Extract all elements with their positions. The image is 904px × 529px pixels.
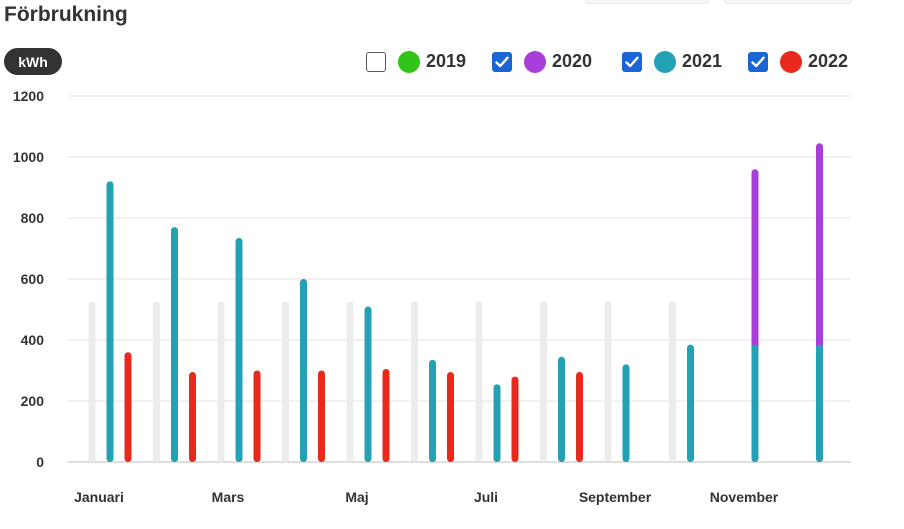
y-tick-label: 400 xyxy=(21,332,45,348)
bar-2022 xyxy=(318,370,325,462)
bar-2019 xyxy=(346,301,354,462)
bar-2019 xyxy=(540,301,547,462)
x-tick-label: November xyxy=(710,489,779,505)
x-tick-label: September xyxy=(579,489,652,505)
bar-2021 xyxy=(493,384,501,462)
bar-2022 xyxy=(447,372,454,462)
bar-2019 xyxy=(217,301,225,462)
bar-2022 xyxy=(382,368,390,462)
y-tick-label: 800 xyxy=(21,210,45,226)
bar-2019 xyxy=(411,301,418,462)
legend-checkbox-2022[interactable] xyxy=(748,51,768,72)
legend-item-2019[interactable]: 2019 xyxy=(366,48,466,75)
bar-2022 xyxy=(253,370,261,462)
legend-label-2019: 2019 xyxy=(426,51,467,71)
legend-dot-2021 xyxy=(654,50,676,73)
legend-label-2021: 2021 xyxy=(682,51,723,71)
y-tick-label: 0 xyxy=(36,454,44,470)
bar-2019 xyxy=(669,301,676,462)
bar-2021 xyxy=(235,237,243,462)
bar-2022 xyxy=(189,372,196,462)
y-tick-label: 1000 xyxy=(13,149,44,165)
bar-2021 xyxy=(364,306,372,462)
unit-badge[interactable]: kWh xyxy=(4,48,62,75)
y-tick-label: 600 xyxy=(21,271,45,287)
legend-dot-2022 xyxy=(780,50,802,73)
y-tick-label: 200 xyxy=(21,393,45,409)
legend-dot-2020 xyxy=(524,50,546,73)
bar-2021 xyxy=(171,227,178,462)
x-tick-label: Juli xyxy=(474,489,498,505)
check-icon xyxy=(495,56,509,67)
x-tick-label: Mars xyxy=(212,489,245,505)
x-tick-label: Maj xyxy=(345,489,368,505)
chart-title: Förbrukning xyxy=(4,3,128,26)
bar-2021 xyxy=(816,344,823,462)
check-icon xyxy=(625,56,639,67)
bar-2022 xyxy=(511,376,519,462)
bar-2021 xyxy=(106,181,114,462)
bar-2019 xyxy=(604,301,612,462)
bar-2021 xyxy=(300,279,307,462)
bar-2021 xyxy=(687,344,694,462)
legend-item-2021[interactable]: 2021 xyxy=(622,48,722,75)
x-tick-label: Januari xyxy=(74,489,124,505)
bar-2022 xyxy=(576,372,583,462)
bar-2019 xyxy=(153,301,160,462)
bar-2022 xyxy=(124,352,132,462)
legend-checkbox-2019[interactable] xyxy=(366,51,386,72)
bar-2021 xyxy=(622,364,630,462)
bar-2021 xyxy=(429,359,436,462)
bar-2021 xyxy=(751,344,759,462)
bar-2019 xyxy=(88,301,96,462)
legend-label-2020: 2020 xyxy=(552,51,593,71)
y-tick-label: 1200 xyxy=(13,88,44,104)
legend-item-2022[interactable]: 2022 xyxy=(748,48,848,75)
bar-2019 xyxy=(282,301,289,462)
legend-checkbox-2021[interactable] xyxy=(622,51,642,72)
bar-2021 xyxy=(558,356,565,462)
check-icon xyxy=(751,56,765,67)
legend-checkbox-2020[interactable] xyxy=(492,51,512,72)
legend-dot-2019 xyxy=(398,50,420,73)
bar-2019 xyxy=(475,301,483,462)
legend-item-2020[interactable]: 2020 xyxy=(492,48,592,75)
legend-label-2022: 2022 xyxy=(808,51,849,71)
